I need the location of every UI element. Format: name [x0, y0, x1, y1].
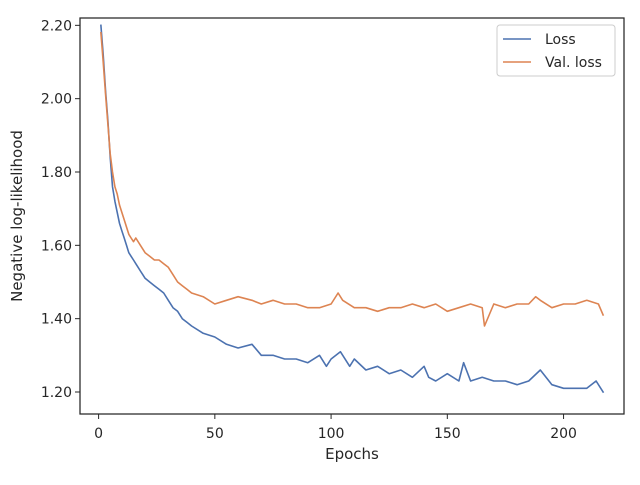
axes: 0 50 100 150 200 1.20 1.40 1.60 1.80 2.00 2.20	[41, 17, 625, 442]
legend-label: Loss	[545, 32, 576, 48]
y-tick-label: 1.40	[41, 312, 72, 328]
y-tick-label: 2.20	[41, 18, 72, 34]
plot-area	[100, 24, 605, 394]
series-line-val-loss	[100, 31, 605, 327]
x-tick-label: 100	[318, 426, 345, 442]
x-axis-label: Epochs	[325, 445, 379, 463]
x-tick-label: 200	[550, 426, 577, 442]
x-tick-label: 0	[94, 426, 103, 442]
legend-box	[496, 24, 616, 77]
x-tick-label: 50	[206, 426, 224, 442]
x-tick-label: 150	[434, 426, 461, 442]
axes-frame	[79, 17, 625, 415]
y-tick-label: 2.00	[41, 92, 72, 108]
y-axis-label: Negative log-likelihood	[8, 130, 26, 302]
series-line-loss	[100, 24, 605, 394]
y-tick-label: 1.20	[41, 385, 72, 401]
legend: Loss Val. loss	[496, 24, 616, 77]
legend-label: Val. loss	[545, 55, 602, 71]
y-tick-label: 1.80	[41, 165, 72, 181]
y-tick-label: 1.60	[41, 238, 72, 254]
